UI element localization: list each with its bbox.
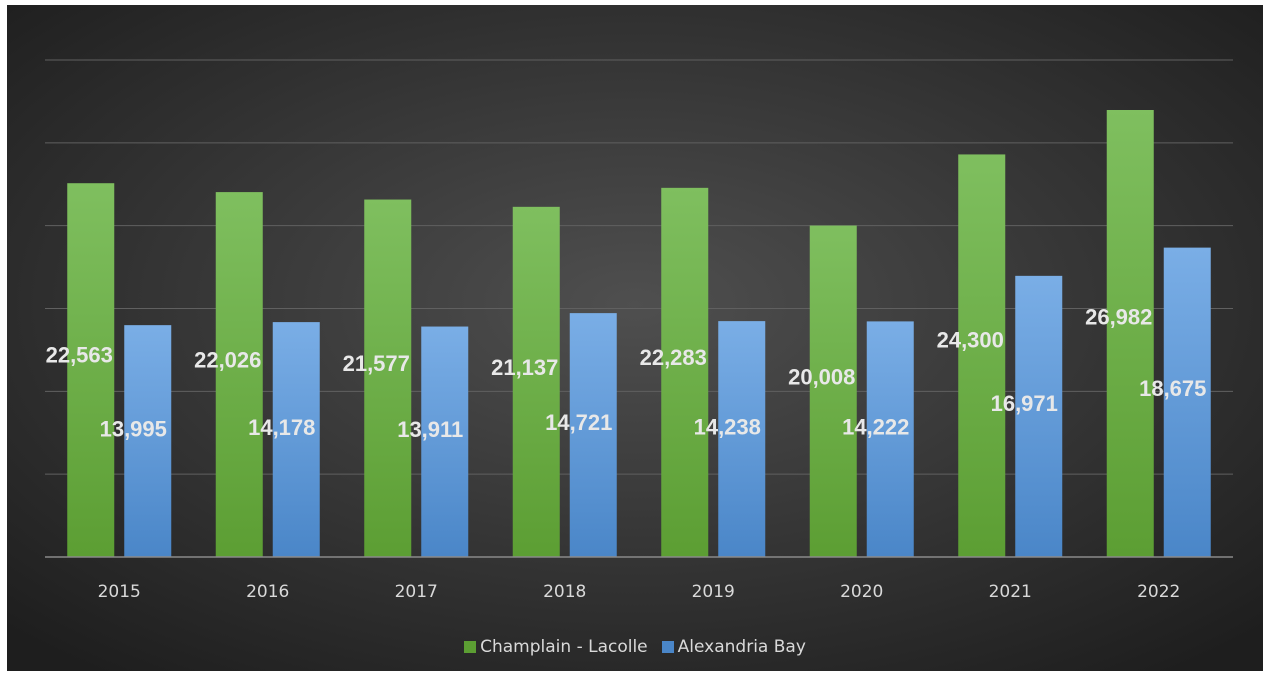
bar-alexandria-bay-2017 (421, 326, 469, 557)
bar-champlain-lacolle-2021 (958, 154, 1006, 557)
bar-champlain-lacolle-2022 (1106, 109, 1154, 557)
data-label-alexandria-bay-2018: 14,721 (545, 410, 612, 435)
x-tick-label-2017: 2017 (395, 582, 438, 602)
x-tick-label-2015: 2015 (98, 582, 141, 602)
x-axis: 2015 2016 2017 2018 2019 2020 2021 2022 (45, 556, 1233, 602)
x-tick-label-2019: 2019 (692, 582, 735, 602)
data-label-champlain-lacolle-2015: 22,563 (46, 343, 113, 368)
data-label-alexandria-bay-2021: 16,971 (991, 391, 1058, 416)
bar-alexandria-bay-2019 (718, 321, 766, 557)
legend: Champlain - Lacolle Alexandria Bay (7, 633, 1263, 661)
data-label-champlain-lacolle-2021: 24,300 (937, 328, 1004, 353)
bars (67, 109, 1211, 558)
chart-area: 2015 2016 2017 2018 2019 2020 2021 2022 22,563 1… (7, 5, 1263, 671)
legend-label-champlain-lacolle: Champlain - Lacolle (480, 637, 648, 657)
legend-swatch-green (464, 641, 477, 653)
data-label-alexandria-bay-2016: 14,178 (248, 415, 315, 440)
data-label-alexandria-bay-2022: 18,675 (1139, 376, 1206, 401)
data-label-alexandria-bay-2019: 14,238 (694, 414, 761, 439)
bar-chart: 2015 2016 2017 2018 2019 2020 2021 2022 22,563 1… (7, 5, 1263, 671)
x-tick-label-2020: 2020 (840, 582, 883, 602)
bar-alexandria-bay-2021 (1015, 275, 1063, 557)
data-label-alexandria-bay-2017: 13,911 (397, 417, 463, 442)
data-label-champlain-lacolle-2018: 21,137 (491, 355, 558, 380)
data-labels: 22,563 13,995 22,026 14,178 21,577 13,911 21,1… (46, 305, 1207, 443)
bar-champlain-lacolle-2018 (512, 206, 560, 557)
data-label-champlain-lacolle-2020: 20,008 (788, 365, 855, 390)
data-label-champlain-lacolle-2017: 21,577 (343, 351, 410, 376)
bar-champlain-lacolle-2015 (67, 183, 115, 557)
bar-alexandria-bay-2020 (866, 321, 914, 557)
legend-item-champlain-lacolle: Champlain - Lacolle (464, 637, 648, 657)
bar-alexandria-bay-2016 (272, 322, 320, 557)
bar-champlain-lacolle-2017 (364, 199, 412, 558)
bar-champlain-lacolle-2016 (215, 192, 263, 557)
legend-label-alexandria-bay: Alexandria Bay (677, 637, 806, 657)
x-tick-label-2021: 2021 (989, 582, 1032, 602)
x-tick-label-2022: 2022 (1137, 582, 1180, 602)
data-label-champlain-lacolle-2022: 26,982 (1085, 305, 1152, 330)
bar-champlain-lacolle-2019 (661, 187, 709, 557)
data-label-champlain-lacolle-2016: 22,026 (194, 347, 261, 372)
data-label-alexandria-bay-2020: 14,222 (842, 414, 909, 439)
bar-alexandria-bay-2022 (1163, 247, 1211, 557)
x-tick-label-2018: 2018 (543, 582, 586, 602)
bar-alexandria-bay-2015 (124, 325, 172, 557)
chart-background (7, 5, 1263, 671)
bar-alexandria-bay-2018 (569, 313, 617, 557)
bar-champlain-lacolle-2020 (809, 225, 857, 558)
legend-swatch-blue (661, 641, 674, 653)
data-label-alexandria-bay-2015: 13,995 (100, 416, 167, 441)
legend-item-alexandria-bay: Alexandria Bay (661, 637, 806, 657)
x-tick-label-2016: 2016 (246, 582, 289, 602)
data-label-champlain-lacolle-2019: 22,283 (640, 345, 707, 370)
